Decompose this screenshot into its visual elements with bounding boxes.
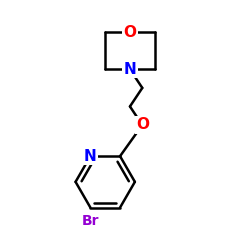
Text: N: N bbox=[84, 149, 97, 164]
Text: Br: Br bbox=[82, 214, 99, 228]
Text: O: O bbox=[136, 118, 149, 132]
Text: O: O bbox=[124, 25, 136, 40]
Text: N: N bbox=[124, 62, 136, 77]
